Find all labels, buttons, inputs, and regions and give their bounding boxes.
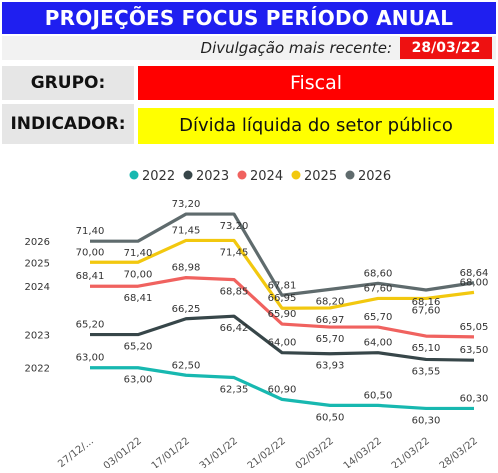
data-label-2025-1: 70,00 — [124, 269, 153, 280]
data-label-2025-7: 67,60 — [412, 305, 441, 316]
data-label-2024-4: 65,90 — [268, 309, 297, 320]
data-label-2023-0: 65,20 — [76, 320, 105, 331]
row-label-2024: 2024 — [25, 282, 50, 293]
data-label-2022-7: 60,30 — [412, 415, 441, 426]
data-label-2024-8: 65,05 — [460, 322, 489, 333]
data-label-2024-7: 65,10 — [412, 343, 441, 354]
chart-panel: 2022 2023 2024 2025 2026 63,00 63,00 62,50 62,35… — [2, 150, 496, 472]
data-label-2026-2: 73,20 — [172, 199, 201, 210]
data-label-2026-1: 71,40 — [124, 248, 153, 259]
data-label-2023-4: 64,00 — [268, 338, 297, 349]
x-tick-label-2: 17/01/22 — [150, 436, 192, 468]
x-tick-label-7: 21/03/22 — [390, 436, 432, 468]
legend-label-2023: 2023 — [196, 169, 229, 184]
indicador-value: Dívida líquida do setor público — [138, 108, 494, 144]
data-label-2023-5: 63,93 — [316, 361, 345, 372]
x-tick-label-3: 31/01/22 — [198, 436, 240, 468]
data-label-2023-7: 63,55 — [412, 366, 441, 377]
page-title: PROJEÇÕES FOCUS PERÍODO ANUAL — [2, 2, 496, 34]
legend-marker-2024 — [237, 170, 247, 180]
row-label-2026: 2026 — [25, 237, 50, 248]
grupo-label: GRUPO: — [2, 66, 134, 100]
data-label-2023-8: 63,50 — [460, 345, 489, 356]
data-label-2026-3: 73,20 — [220, 221, 249, 232]
row-label-2022: 2022 — [25, 364, 50, 375]
data-label-2022-3: 62,35 — [220, 385, 249, 396]
x-tick-label-5: 02/03/22 — [294, 436, 336, 468]
data-label-2025-6: 67,60 — [364, 283, 393, 294]
data-label-2026-4: 67,81 — [268, 280, 297, 291]
series-line-2023 — [90, 314, 475, 362]
legend-label-2026: 2026 — [358, 169, 391, 184]
x-tick-label-4: 21/02/22 — [246, 436, 288, 468]
data-label-2025-4: 66,95 — [268, 293, 297, 304]
data-label-2022-4: 60,90 — [268, 384, 297, 395]
x-tick-label-0: 27/12/... — [56, 436, 96, 468]
indicador-label: INDICADOR: — [2, 104, 134, 144]
legend-label-2025: 2025 — [304, 169, 337, 184]
data-label-2023-3: 66,42 — [220, 323, 249, 334]
grupo-value: Fiscal — [138, 66, 494, 100]
data-label-2024-2: 68,98 — [172, 263, 201, 274]
data-label-2024-0: 68,41 — [76, 271, 105, 282]
data-label-2024-5: 65,70 — [316, 334, 345, 345]
data-label-2023-6: 64,00 — [364, 338, 393, 349]
legend-marker-2026 — [345, 170, 355, 180]
data-label-2022-1: 63,00 — [124, 375, 153, 386]
data-label-2023-1: 65,20 — [124, 342, 153, 353]
row-label-2023: 2023 — [25, 331, 50, 342]
release-date-badge: 28/03/22 — [400, 37, 492, 59]
data-label-2025-2: 71,45 — [172, 225, 201, 236]
legend-marker-2025 — [291, 170, 301, 180]
data-label-2026-7: 68,16 — [412, 297, 441, 308]
data-label-2025-0: 70,00 — [76, 247, 105, 258]
legend-label-2024: 2024 — [250, 169, 283, 184]
series-line-2025 — [90, 238, 475, 310]
data-label-2022-2: 62,50 — [172, 360, 201, 371]
x-tick-label-1: 03/01/22 — [102, 436, 144, 468]
release-label: Divulgação mais recente: — [200, 39, 392, 57]
data-label-2026-5: 68,20 — [316, 296, 345, 307]
data-label-2026-8: 68,64 — [460, 268, 489, 279]
data-label-2024-1: 68,41 — [124, 293, 153, 304]
x-tick-label-8: 28/03/22 — [438, 436, 480, 468]
series-line-2026 — [90, 212, 475, 297]
row-label-2025: 2025 — [25, 258, 50, 269]
data-label-2023-2: 66,25 — [172, 304, 201, 315]
data-label-2025-5: 66,97 — [316, 315, 345, 326]
x-tick-label-6: 14/03/22 — [342, 436, 384, 468]
series-line-2022 — [90, 366, 474, 411]
data-label-2026-6: 68,60 — [364, 268, 393, 279]
data-label-2022-8: 60,30 — [460, 393, 489, 404]
data-label-2025-3: 71,45 — [220, 247, 249, 258]
data-label-2025-8: 68,00 — [460, 277, 489, 288]
series-line-2024 — [90, 276, 475, 339]
data-label-2022-6: 60,50 — [364, 390, 393, 401]
line-chart: 2022 2023 2024 2025 2026 63,00 63,00 62,50 62,35… — [25, 169, 489, 472]
legend-label-2022: 2022 — [142, 169, 175, 184]
legend-marker-2022 — [129, 170, 139, 180]
data-label-2026-0: 71,40 — [76, 226, 105, 237]
data-label-2024-6: 65,70 — [364, 312, 393, 323]
data-label-2022-0: 63,00 — [76, 353, 105, 364]
legend-marker-2023 — [183, 170, 193, 180]
release-row: Divulgação mais recente: 28/03/22 — [2, 36, 496, 60]
data-label-2022-5: 60,50 — [316, 412, 345, 423]
data-label-2024-3: 68,85 — [220, 287, 249, 298]
